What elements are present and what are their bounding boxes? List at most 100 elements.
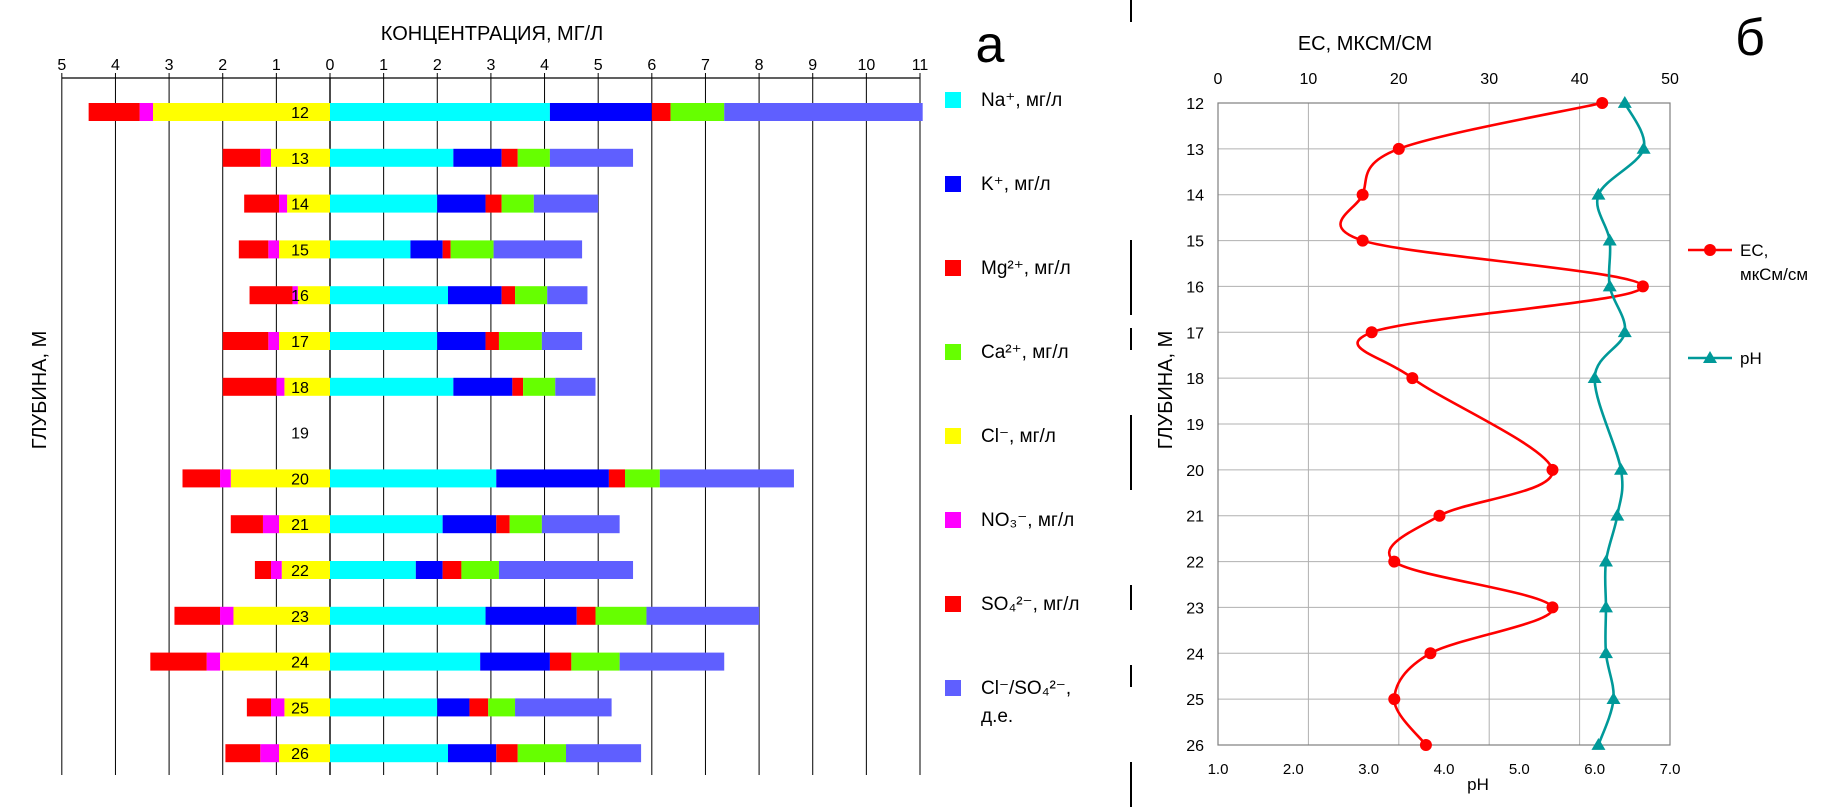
bar-segment (330, 377, 454, 396)
bar-segment (659, 469, 794, 488)
bar-segment (517, 148, 550, 167)
x-tick-label: 3 (486, 57, 495, 74)
data-point (1602, 233, 1617, 246)
bar-segment (268, 332, 280, 350)
data-point (1433, 509, 1446, 522)
bar-segment (279, 194, 288, 213)
top-tick-label: 20 (1390, 71, 1408, 88)
bar-segment (437, 194, 486, 213)
bottom-tick-label: 3.0 (1358, 761, 1379, 778)
separator-line-top (1130, 0, 1132, 22)
bar-segment (437, 332, 486, 350)
y-tick-label: 17 (1186, 325, 1204, 342)
bar-segment (566, 744, 642, 763)
depth-label: 17 (291, 334, 309, 351)
bar-segment (279, 332, 330, 350)
panel-b-tick-labels: 12 13 14 15 16 17 18 19 20 21 22 23 24 25 26 0 10 20 30 40 5… (1186, 71, 1680, 778)
bar-segment (174, 606, 221, 625)
legend-label: Cl⁻, мг/л (981, 426, 1056, 447)
bar-segment (437, 698, 470, 717)
data-point (1591, 187, 1606, 200)
depth-label: 14 (291, 197, 309, 214)
x-tick-label: 6 (647, 57, 656, 74)
depth-label: 16 (291, 288, 309, 305)
bar-segment (244, 194, 280, 213)
data-point (1591, 738, 1606, 750)
x-tick-label: 4 (111, 57, 120, 74)
bar-segment (284, 377, 330, 396)
top-tick-label: 40 (1571, 71, 1589, 88)
bar-segment (549, 103, 652, 121)
bar-segment (182, 469, 221, 488)
separator-line-upper (1130, 240, 1132, 315)
panel-b-legend: EC, мкСм/см pH (1688, 241, 1808, 368)
bar-segment (501, 148, 518, 167)
bar-segment (230, 469, 330, 488)
y-tick-label: 25 (1186, 692, 1204, 709)
bar-segment (249, 286, 293, 305)
bar-segment (450, 240, 494, 259)
y-tick-label: 13 (1186, 142, 1204, 159)
x-tick-label: 0 (326, 57, 335, 74)
panel-a-tick-labels: 5 4 3 2 1 0 1 2 3 4 5 6 7 8 9 10 11 (57, 57, 928, 74)
bar-segment (496, 469, 609, 488)
bar-segment (498, 332, 542, 350)
bar-segment (88, 103, 140, 121)
data-point (1606, 692, 1621, 705)
bar-segment (330, 286, 448, 305)
bar-segment (292, 286, 298, 305)
panel-b-grid (1217, 102, 1671, 746)
bar-segment (220, 606, 234, 625)
separator-line-bottom (1130, 762, 1132, 807)
bar-segment (496, 515, 510, 534)
bar-segment (220, 469, 231, 488)
bar-segment (619, 652, 725, 671)
bar-segment (453, 377, 513, 396)
bottom-tick-label: 6.0 (1584, 761, 1605, 778)
bar-segment (297, 286, 330, 305)
bar-segment (496, 744, 518, 763)
plot-frame (1217, 102, 1671, 746)
bar-segment (330, 606, 486, 625)
data-point (1424, 647, 1437, 660)
panel-a-bars (88, 103, 923, 763)
bar-segment (279, 515, 330, 534)
legend-label: Mg²⁺, мг/л (981, 258, 1071, 279)
x-tick-label: 5 (594, 57, 603, 74)
data-point (1598, 600, 1613, 613)
x-tick-label: 10 (857, 57, 875, 74)
legend-marker (1704, 244, 1716, 256)
bar-segment (485, 606, 577, 625)
bar-segment (595, 606, 647, 625)
bar-segment (448, 744, 497, 763)
depth-label: 24 (291, 655, 309, 672)
legend-label: Ca²⁺, мг/л (981, 342, 1069, 363)
separator-line-lower (1130, 415, 1132, 490)
data-point (1388, 555, 1401, 568)
bar-segment (330, 744, 448, 763)
bar-segment (225, 744, 261, 763)
data-point (1546, 601, 1559, 614)
x-tick-label: 1 (379, 57, 388, 74)
data-point (1636, 141, 1651, 154)
legend-label: K⁺, мг/л (981, 174, 1051, 195)
x-tick-label: 3 (165, 57, 174, 74)
depth-label: 25 (291, 700, 309, 717)
bar-segment (238, 240, 269, 259)
depth-label: 19 (291, 426, 309, 443)
y-tick-label: 12 (1186, 96, 1204, 113)
panel-a-ylabel: ГЛУБИНА, М (29, 331, 51, 450)
data-point (1406, 372, 1419, 385)
panel-b-letter: б (1735, 9, 1765, 67)
bar-segment (222, 377, 277, 396)
data-point (1598, 554, 1613, 567)
x-tick-label: 5 (57, 57, 66, 74)
data-point (1614, 462, 1629, 475)
bar-segment (271, 561, 282, 579)
depth-label: 26 (291, 746, 309, 763)
x-tick-label: 1 (272, 57, 281, 74)
data-point (1587, 371, 1602, 384)
legend-swatch (945, 344, 961, 360)
